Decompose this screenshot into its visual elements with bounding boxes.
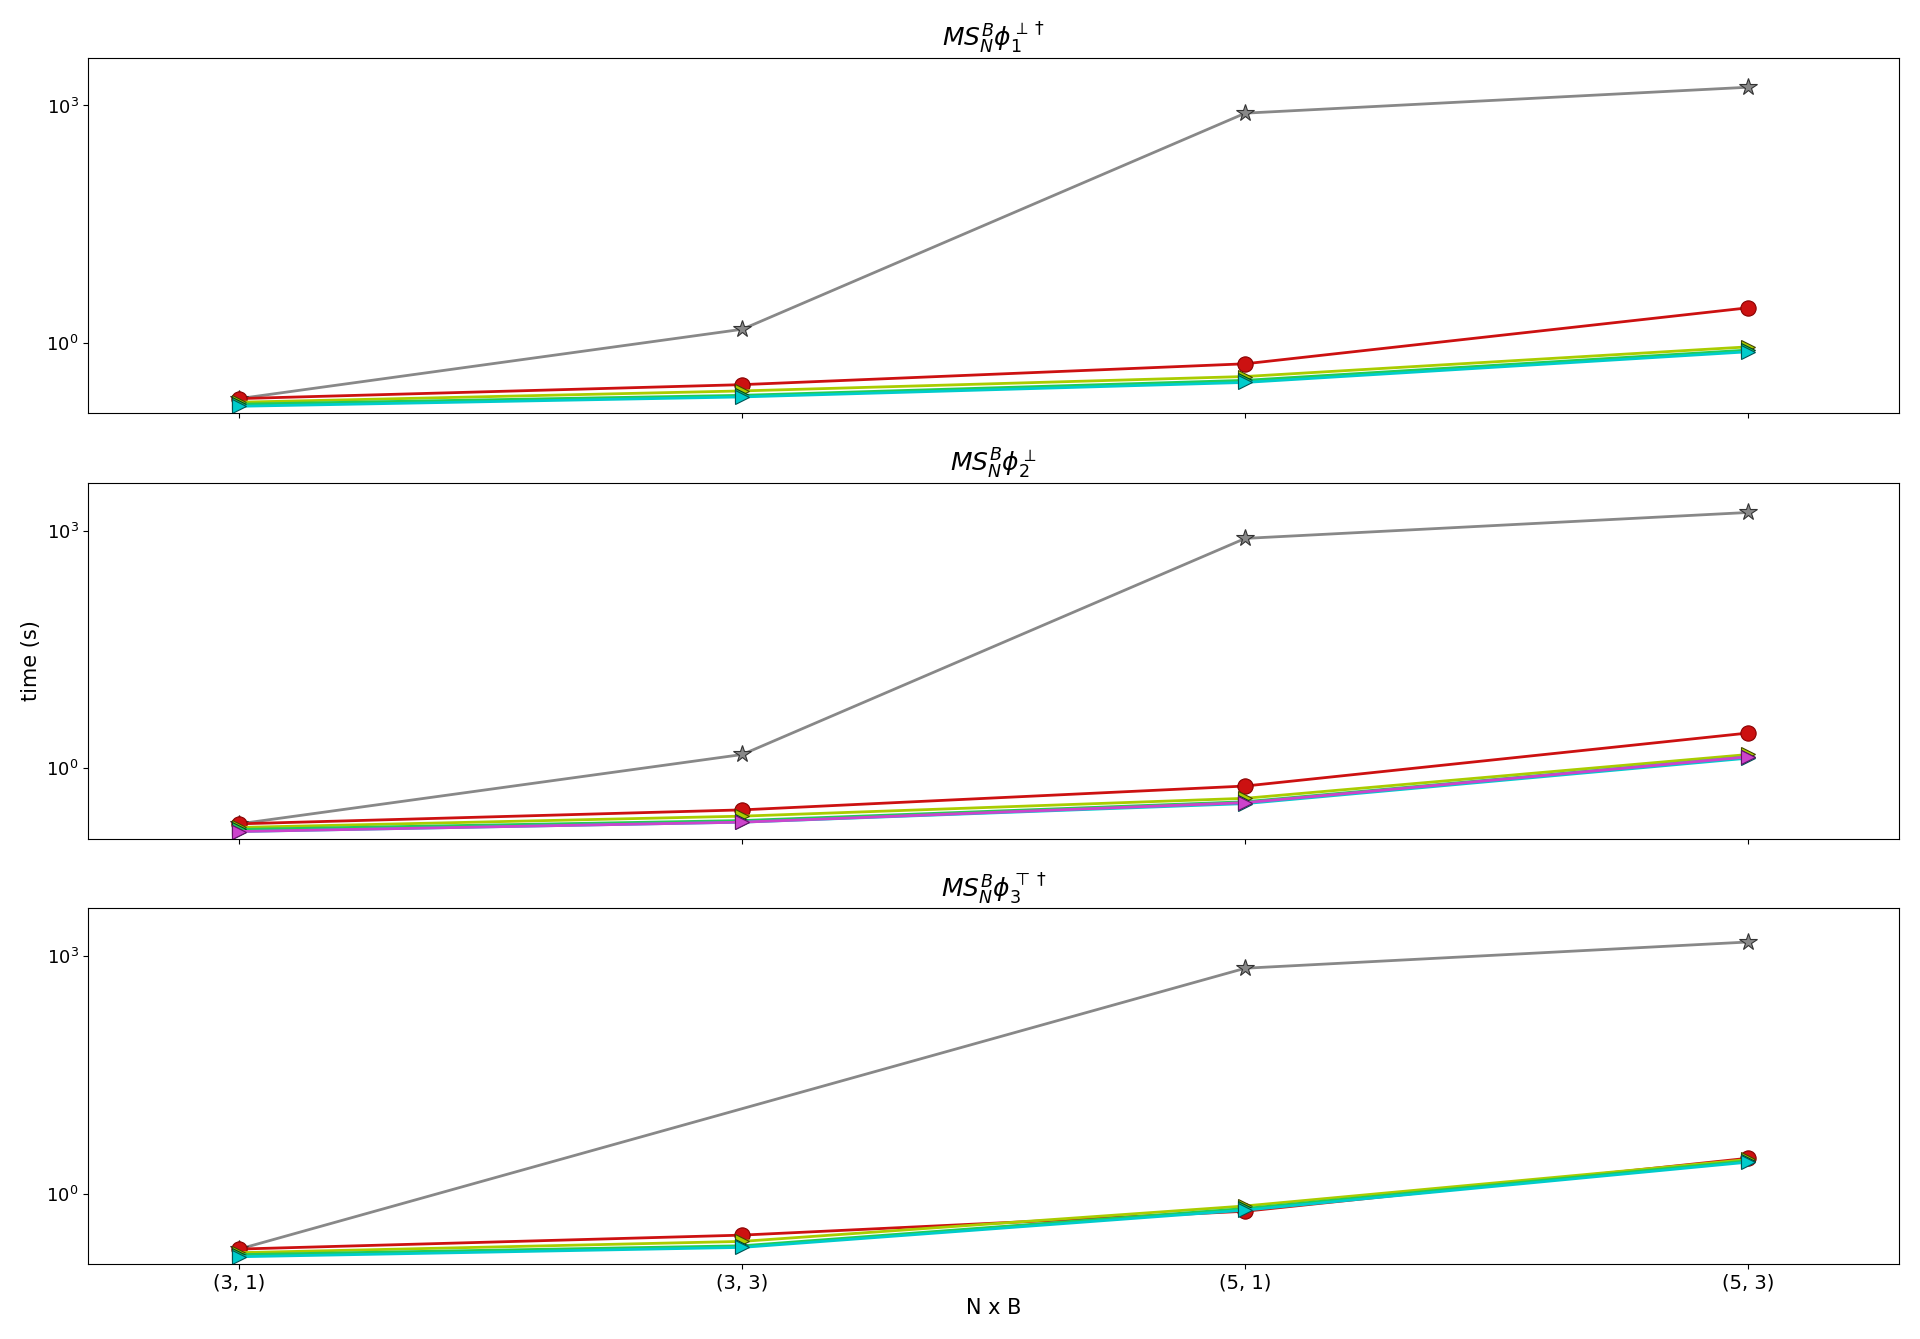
Title: $MS_N^B\phi_3^{\top\dagger}$: $MS_N^B\phi_3^{\top\dagger}$: [941, 872, 1046, 907]
Y-axis label: time (s): time (s): [21, 620, 40, 702]
Title: $MS_N^B\phi_2^{\perp}$: $MS_N^B\phi_2^{\perp}$: [950, 447, 1037, 481]
X-axis label: N x B: N x B: [966, 1299, 1021, 1318]
Title: $MS_N^B\phi_1^{\perp\dagger}$: $MS_N^B\phi_1^{\perp\dagger}$: [943, 21, 1044, 56]
